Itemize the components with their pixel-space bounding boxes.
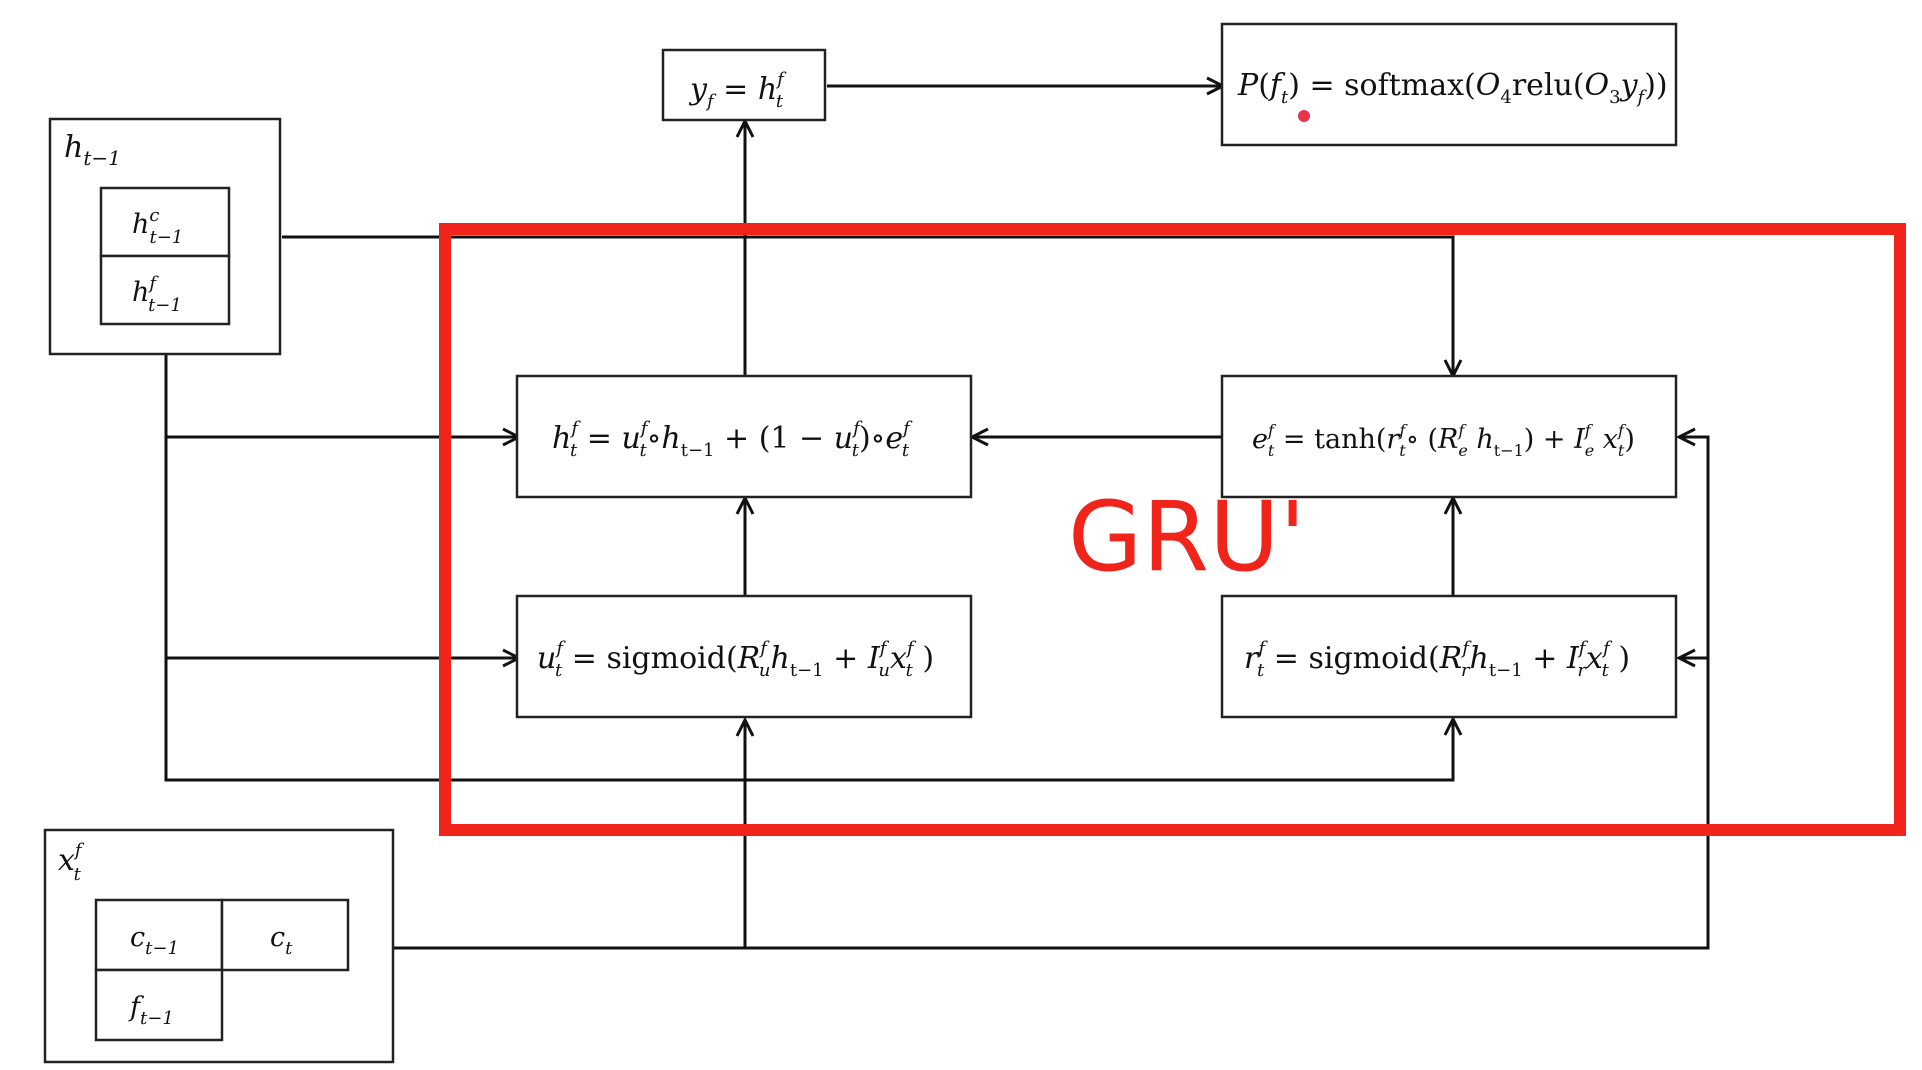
gru-region-outline [439, 223, 1906, 836]
node-y-output: yf = hf t [661, 48, 827, 122]
edge-x-trunk [393, 437, 1710, 950]
marker-dot [1298, 110, 1310, 122]
reset-gate-label: rf t = sigmoid(Rf rht−1 + If rxf t ) [1244, 638, 1630, 681]
prob-output-label: P(ft) = softmax(O4relu(O3yf)) [1237, 68, 1668, 108]
node-h-prev: ht−1 hc t−1 hf t−1 [48, 117, 282, 356]
update-gate-label: uf t = sigmoid(Rf uht−1 + If uxf t ) [537, 638, 934, 681]
connectors [164, 86, 1710, 950]
node-candidate: ef t = tanh(rf t∘ (Rf e ht−1) + If e xf t) [1220, 374, 1678, 499]
gru-region-label: GRU' [1068, 481, 1306, 593]
node-hidden-update: hf t = uf t∘ht−1 + (1 − uf t)∘ef t [515, 374, 973, 499]
hidden-update-label: hf t = uf t∘ht−1 + (1 − uf t)∘ef t [552, 418, 913, 461]
node-prob-output: P(ft) = softmax(O4relu(O3yf)) [1220, 22, 1678, 147]
edge-hprev-to-candidate [282, 235, 1453, 375]
node-reset-gate: rf t = sigmoid(Rf rht−1 + If rxf t ) [1220, 594, 1678, 719]
candidate-label: ef t = tanh(rf t∘ (Rf e ht−1) + If e xf t) [1252, 421, 1635, 460]
y-output-label: yf = hf t [688, 69, 787, 112]
node-update-gate: uf t = sigmoid(Rf uht−1 + If uxf t ) [515, 594, 973, 719]
gru-region: GRU' [439, 223, 1906, 836]
edge-hprev-trunk [164, 354, 1453, 782]
node-x-input: xf t ct−1 ct ft−1 [43, 828, 395, 1064]
